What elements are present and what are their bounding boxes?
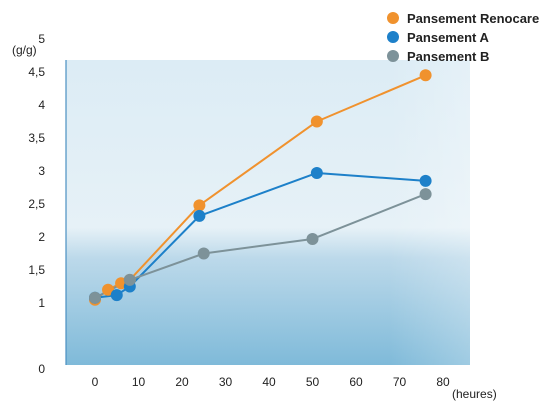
data-point [193,199,206,212]
data-point [306,232,319,245]
legend-label: Pansement A [407,30,489,45]
legend-marker [387,50,399,62]
y-tick-label: 0 [38,362,45,376]
y-tick-label: 4,5 [28,65,45,79]
x-tick-label: 60 [349,375,363,389]
series-points [89,69,432,306]
x-tick-label: 10 [132,375,146,389]
y-tick-label: 1 [38,296,45,310]
data-point [419,69,432,82]
x-tick-label: 80 [436,375,450,389]
data-point [102,283,115,296]
x-axis-label: (heures) [452,387,497,401]
y-tick-label: 5 [38,32,45,46]
x-tick-label: 0 [92,375,99,389]
data-point [310,166,323,179]
x-tick-label: 70 [393,375,407,389]
legend-label: Pansement B [407,49,489,64]
y-tick-label: 4 [38,98,45,112]
y-axis-label: (g/g) [12,43,37,57]
x-tick-label: 50 [306,375,320,389]
y-tick-labels: 0 1 1,5 2 2,5 3 3,5 4 4,5 5 [28,32,45,376]
plot-background-fade [66,60,470,365]
legend-label: Pansement Renocare [407,11,539,26]
data-point [419,174,432,187]
legend-marker [387,12,399,24]
data-point [89,291,101,304]
legend: Pansement Renocare Pansement A Pansement B [387,11,539,64]
y-tick-label: 3 [38,164,45,178]
y-tick-label: 2 [38,230,45,244]
y-tick-label: 1,5 [28,263,45,277]
x-tick-label: 30 [219,375,233,389]
data-point [310,115,323,128]
x-tick-label: 40 [262,375,276,389]
x-tick-labels: 0 10 20 30 40 50 60 70 80 [92,375,450,389]
x-tick-label: 20 [175,375,189,389]
y-tick-label: 3,5 [28,131,45,145]
y-tick-label: 2,5 [28,197,45,211]
data-point [123,273,136,286]
data-point [419,188,432,201]
legend-marker [387,31,399,43]
data-point [193,209,206,222]
data-point [110,289,123,302]
data-point [197,247,210,260]
